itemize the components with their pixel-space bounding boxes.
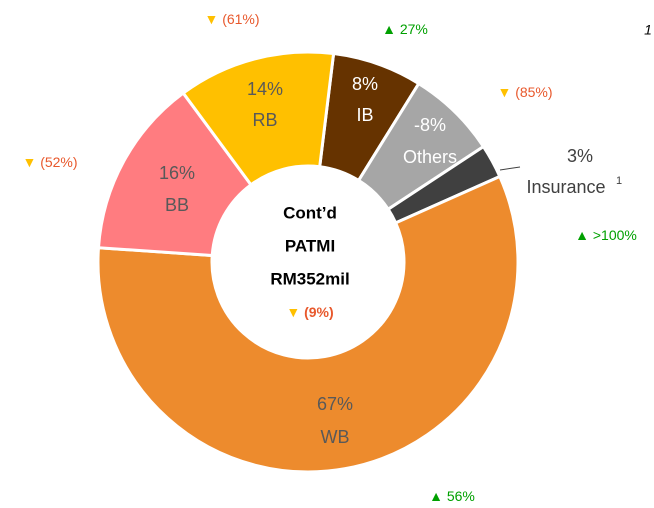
center-text: RM352mil — [270, 269, 349, 288]
segment-value-label: 67% — [317, 394, 353, 414]
segment-name-label: RB — [252, 110, 277, 130]
change-label: ▲ 27% — [382, 21, 428, 37]
segment-value-label: -8% — [414, 115, 446, 135]
change-label: ▼ (85%) — [497, 84, 552, 100]
segment-name-label: Others — [403, 147, 457, 167]
center-text: PATMI — [285, 236, 335, 255]
segment-name-label: Insurance — [526, 177, 605, 197]
segment-name-label: WB — [321, 427, 350, 447]
segment-value-label: 3% — [567, 146, 593, 166]
donut-segment — [96, 174, 520, 474]
center-text: Cont’d — [283, 203, 337, 222]
footnote-superscript: 1 — [616, 175, 622, 187]
leader-line — [499, 166, 521, 171]
change-label: ▼ (61%) — [204, 11, 259, 27]
center-change: ▼ (9%) — [286, 304, 333, 320]
segment-name-label: IB — [356, 105, 373, 125]
change-label: ▲ 56% — [429, 488, 475, 504]
segment-value-label: 16% — [159, 163, 195, 183]
donut — [96, 50, 520, 474]
segment-name-label: BB — [165, 195, 189, 215]
change-label: ▼ (52%) — [22, 154, 77, 170]
donut-segment — [181, 50, 336, 187]
footnote-marker: 1 — [644, 22, 652, 38]
segment-value-label: 8% — [352, 74, 378, 94]
change-label: ▲ >100% — [575, 227, 637, 243]
segment-value-label: 14% — [247, 79, 283, 99]
